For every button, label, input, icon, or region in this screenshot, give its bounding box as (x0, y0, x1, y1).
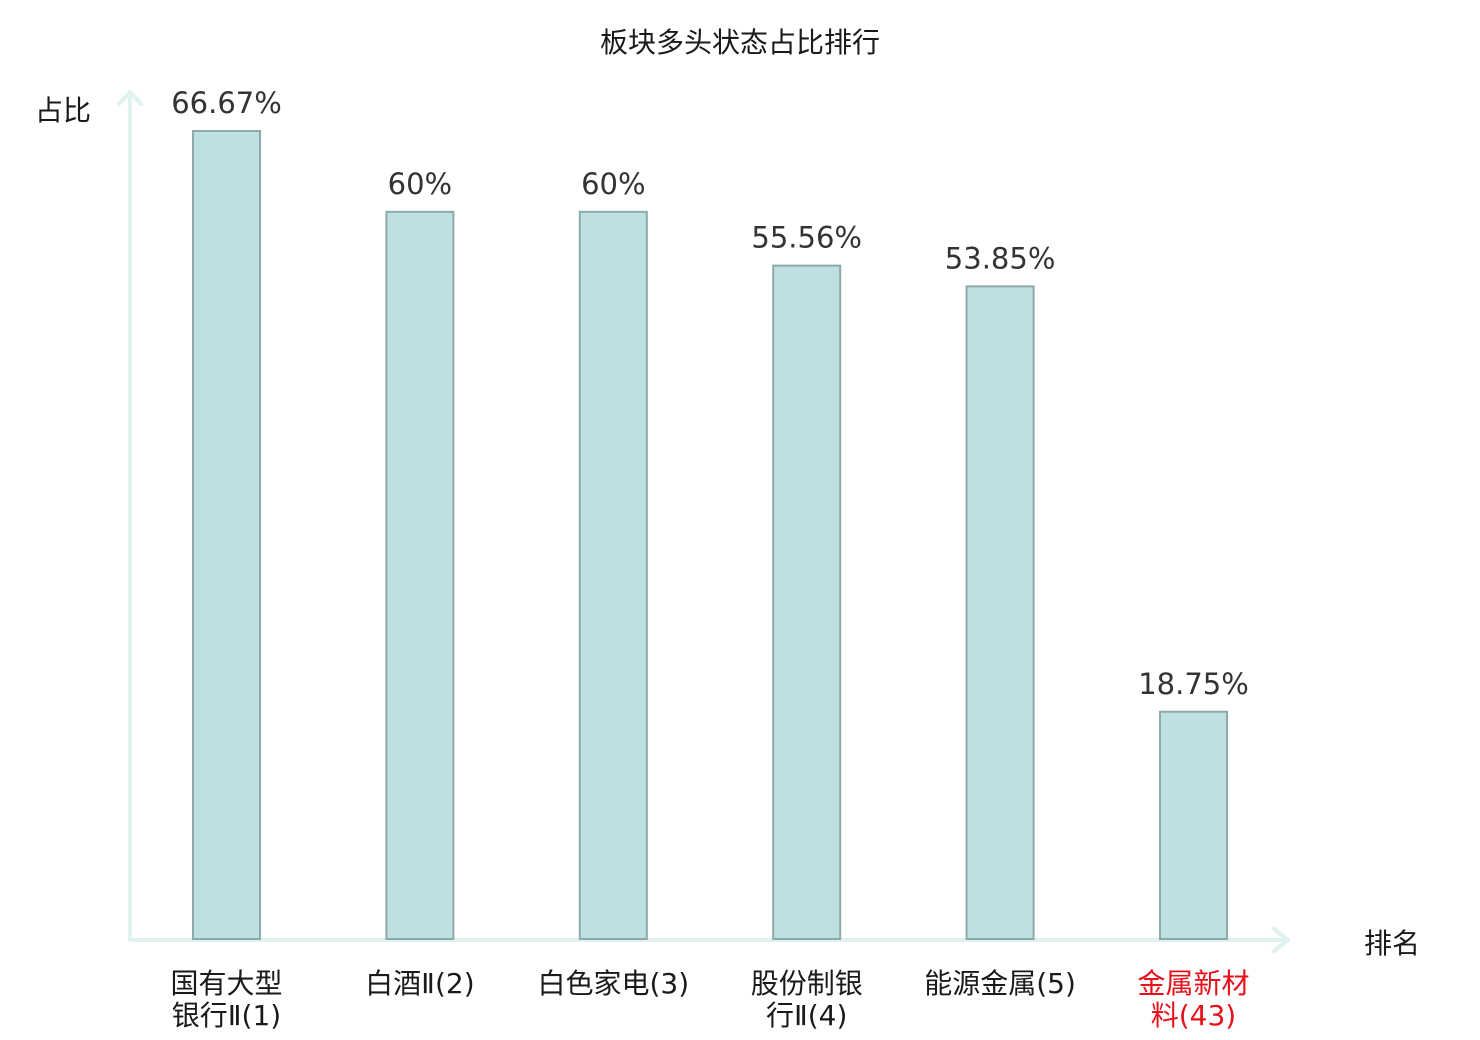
data-label-1: 66.67% (171, 86, 282, 120)
x-axis-label: 排名 (1364, 927, 1420, 960)
category-label-4-line-2: 行Ⅱ(4) (766, 999, 847, 1032)
y-axis-arrow (117, 90, 143, 106)
category-label-4-line-1: 股份制银 (751, 967, 863, 1000)
data-label-6: 18.75% (1138, 667, 1249, 701)
y-axis-label: 占比 (35, 94, 91, 127)
data-label-3: 60% (581, 167, 645, 201)
category-label-2-line-1: 白酒Ⅱ(2) (365, 967, 474, 1000)
bar-3 (578, 210, 648, 940)
category-label-1-line-2: 银行Ⅱ(1) (172, 999, 281, 1032)
bar-6 (1159, 710, 1228, 940)
data-label-2: 60% (388, 167, 452, 201)
data-label-5: 53.85% (945, 241, 1056, 275)
category-label-6-line-1: 金属新材 (1137, 967, 1249, 1000)
category-label-6-line-2: 料(43) (1151, 999, 1236, 1032)
category-label-5-line-1: 能源金属(5) (924, 967, 1076, 1000)
bar-1 (192, 130, 261, 940)
data-label-4: 55.56% (751, 221, 862, 255)
category-label-1-line-1: 国有大型 (170, 967, 282, 1000)
chart-title: 板块多头状态占比排行 (600, 26, 880, 59)
x-axis-arrow (1272, 927, 1290, 953)
bar-2 (385, 210, 455, 940)
bar-4 (772, 264, 842, 940)
category-label-3-line-1: 白色家电(3) (537, 967, 689, 1000)
bar-5 (965, 285, 1035, 941)
